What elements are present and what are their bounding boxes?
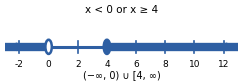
- Text: 2: 2: [75, 60, 81, 69]
- Text: 4: 4: [104, 60, 110, 69]
- Text: 8: 8: [162, 60, 168, 69]
- Text: 6: 6: [133, 60, 139, 69]
- Text: (−∞, 0) ∪ [4, ∞): (−∞, 0) ∪ [4, ∞): [83, 70, 160, 80]
- Text: -2: -2: [15, 60, 24, 69]
- Circle shape: [45, 40, 52, 54]
- Text: 0: 0: [46, 60, 52, 69]
- Text: 12: 12: [218, 60, 229, 69]
- Text: 10: 10: [189, 60, 200, 69]
- Circle shape: [104, 40, 110, 54]
- Text: x < 0 or x ≥ 4: x < 0 or x ≥ 4: [85, 5, 158, 15]
